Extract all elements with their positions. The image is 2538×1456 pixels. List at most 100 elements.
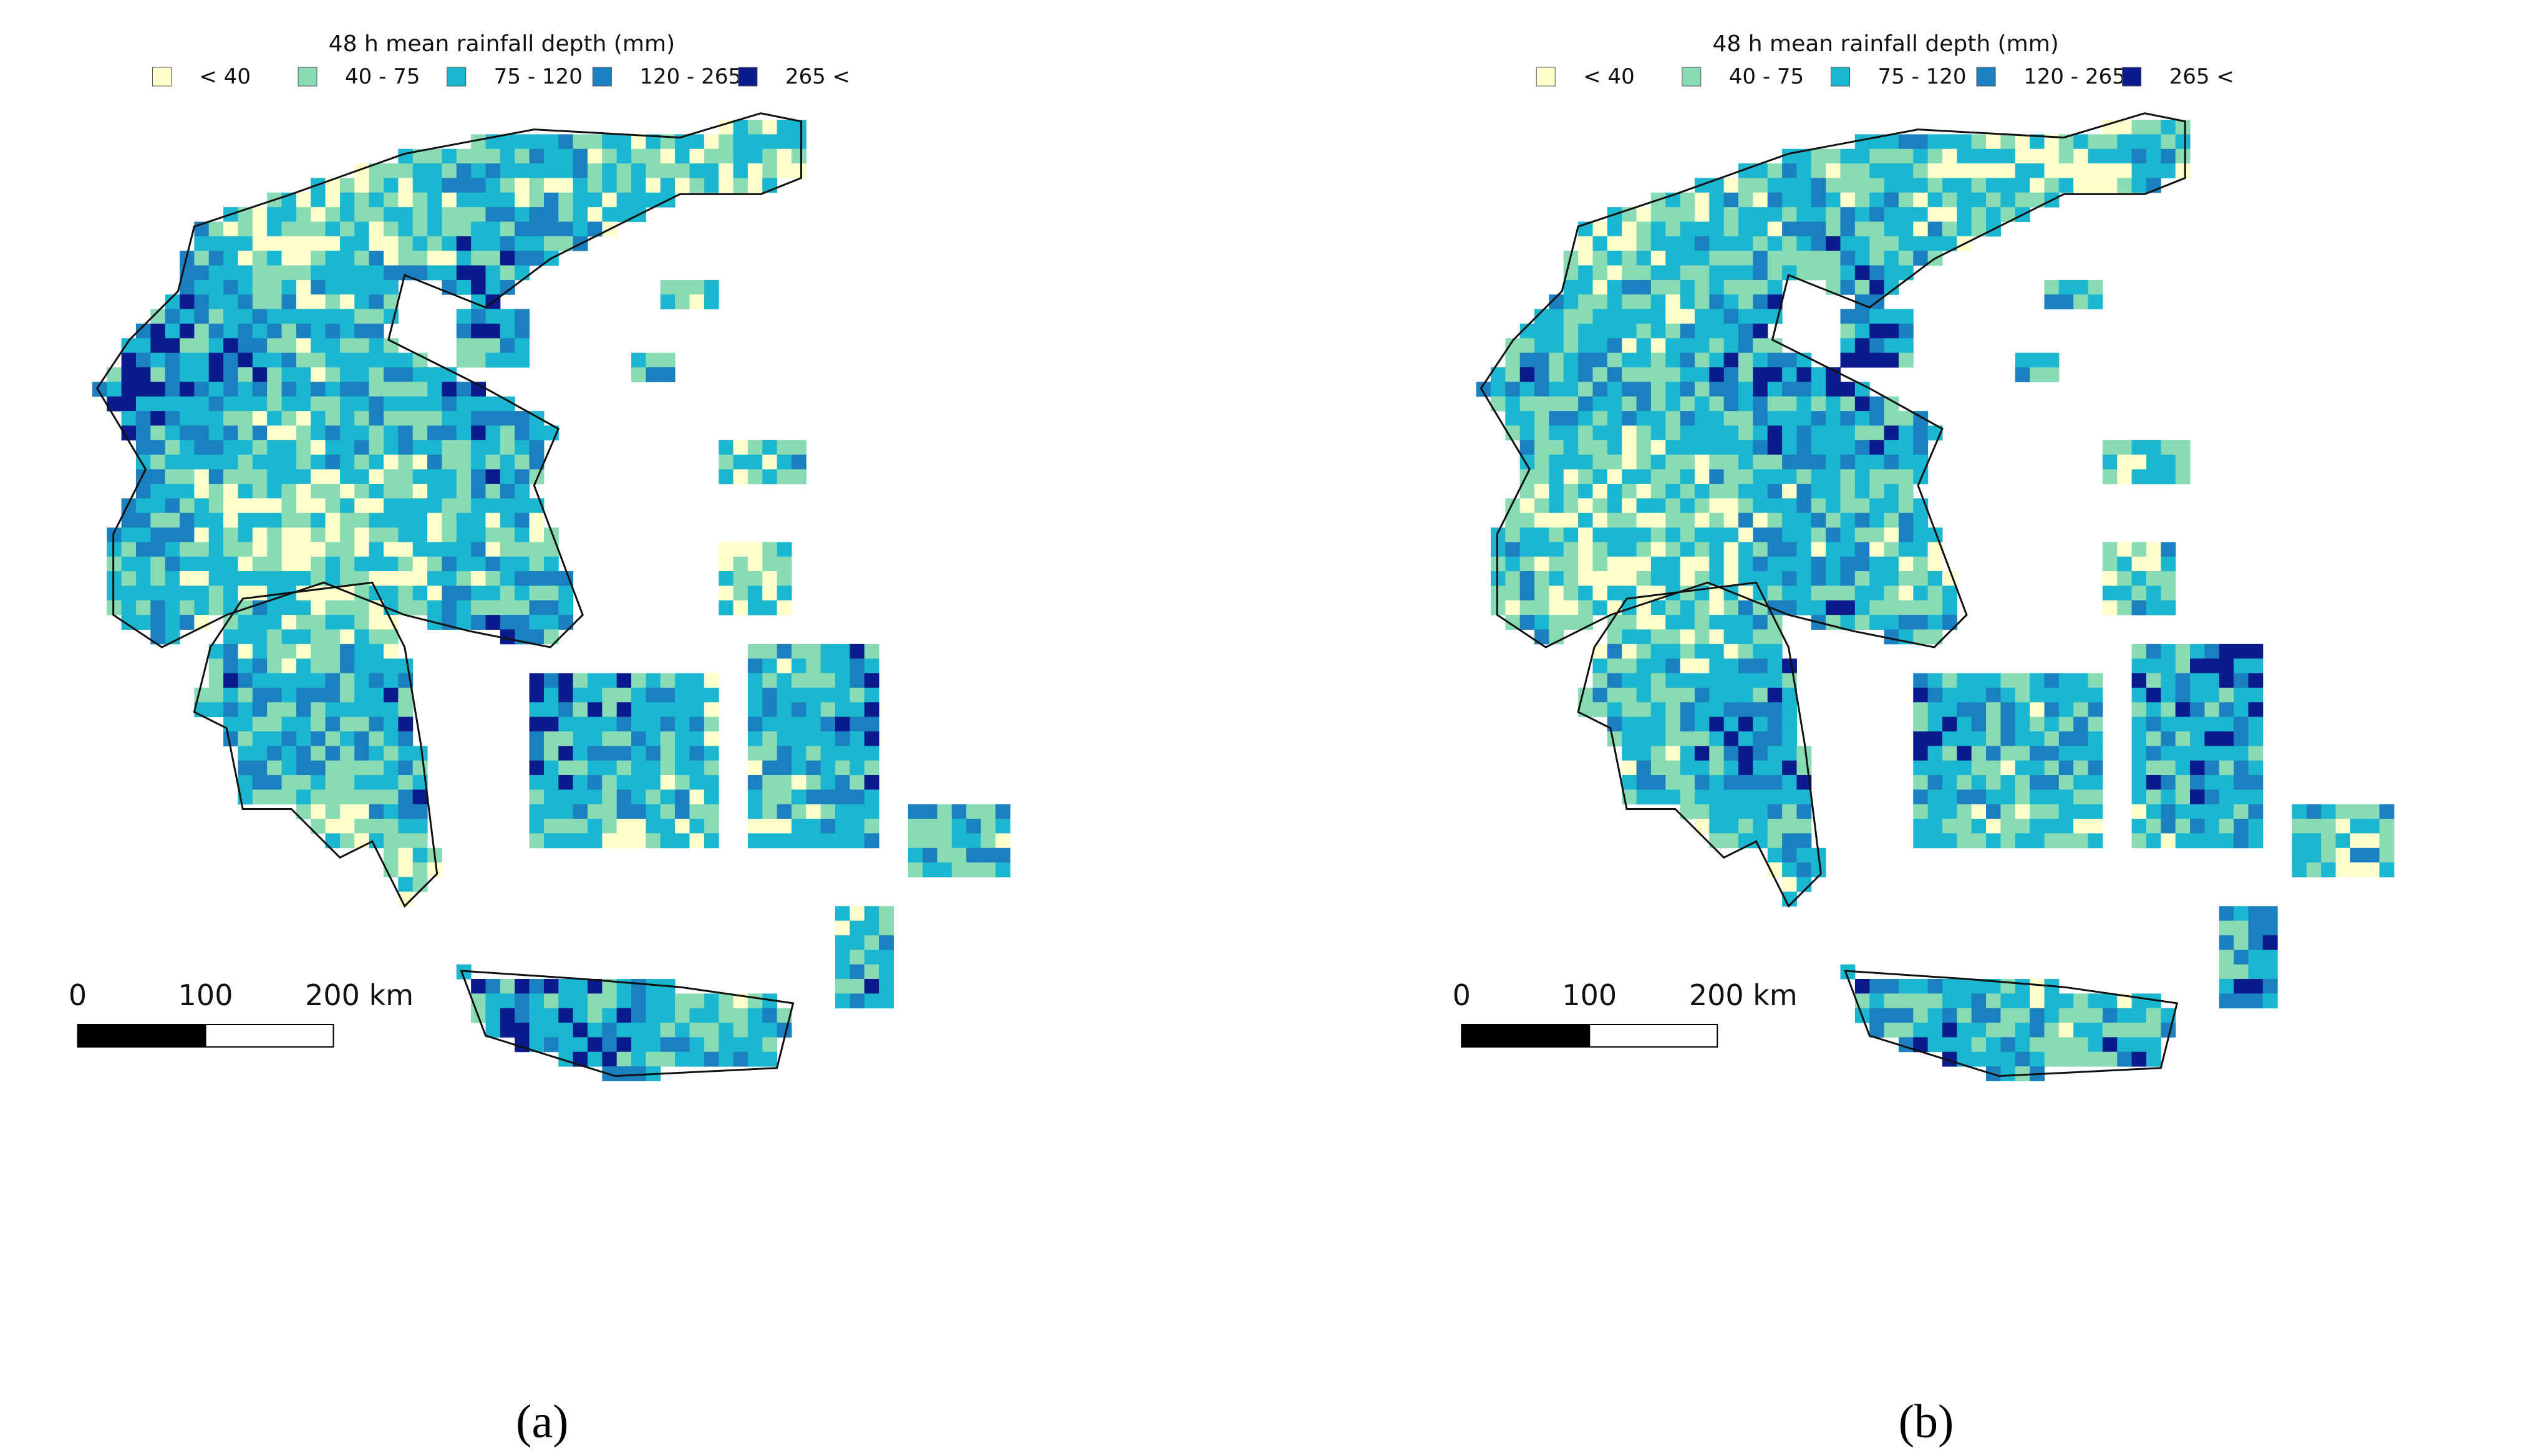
map-cell [558, 731, 574, 746]
map-cell [850, 702, 865, 718]
map-cell [1884, 207, 1899, 223]
map-cell [412, 469, 428, 485]
map-cell [398, 411, 414, 426]
map-cell [1898, 221, 1914, 237]
map-cell [1942, 207, 1957, 223]
map-cell [733, 1037, 748, 1053]
map-cell [2030, 192, 2045, 208]
map-cell [2248, 964, 2264, 980]
map-cell [325, 716, 341, 732]
map-cell [1854, 396, 1870, 412]
map-cell [471, 513, 486, 528]
map-cell [339, 469, 355, 485]
map-cell [1957, 163, 1972, 178]
map-cell [1665, 469, 1681, 485]
map-cell [1622, 352, 1637, 368]
map-cell [820, 775, 836, 790]
map-cell [1694, 513, 1710, 528]
map-cell [1490, 586, 1506, 601]
legend-title: 48 h mean rainfall depth (mm) [1712, 31, 2058, 57]
map-cell [1694, 382, 1710, 397]
map-cell [1927, 556, 1943, 572]
map-cell [1709, 615, 1725, 630]
map-cell [806, 819, 821, 834]
map-cell [471, 352, 486, 368]
map-cell [456, 178, 472, 193]
map-cell [1927, 134, 1943, 150]
map-cell [325, 178, 341, 193]
map-cell [1796, 382, 1812, 397]
map-cell [1723, 411, 1739, 426]
map-cell [2131, 600, 2147, 615]
map-cell [1913, 236, 1929, 251]
map-cell [1782, 687, 1797, 703]
map-cell [1709, 527, 1725, 542]
map-cell [2073, 673, 2089, 688]
map-cell [1650, 629, 1666, 645]
map-cell [1636, 556, 1652, 572]
map-cell [1578, 265, 1593, 281]
map-cell [1840, 192, 1856, 208]
map-cell [485, 221, 501, 237]
map-cell [369, 527, 384, 542]
map-cell [631, 1008, 646, 1023]
map-cell [485, 411, 501, 426]
map-cell [1942, 731, 1957, 746]
map-cell [1898, 993, 1914, 1009]
map-cell [238, 513, 253, 528]
map-cell [2073, 702, 2089, 718]
map-cell [1796, 207, 1812, 223]
map-cell [354, 382, 370, 397]
map-cell [558, 615, 574, 630]
map-cell [1738, 367, 1753, 382]
map-cell [427, 192, 442, 208]
map-cell [1753, 716, 1768, 732]
map-cell [733, 469, 748, 485]
map-cell [1811, 483, 1826, 499]
map-cell [1694, 789, 1710, 805]
map-cell [806, 833, 821, 849]
map-cell [471, 236, 486, 251]
map-cell [1622, 746, 1637, 761]
map-cell [2161, 760, 2176, 776]
map-cell [281, 644, 297, 659]
map-cell [1854, 178, 1870, 193]
map-cell [2058, 1008, 2074, 1023]
map-cell [2146, 1023, 2161, 1038]
map-cell [2161, 556, 2176, 572]
map-cell [1796, 862, 1812, 877]
map-cell [500, 469, 515, 485]
map-cell [981, 862, 996, 877]
map-cell [252, 251, 268, 266]
map-cell [675, 148, 690, 164]
map-cell [311, 324, 326, 339]
map-cell [2146, 716, 2161, 732]
map-cell [2234, 658, 2249, 674]
map-cell [1563, 309, 1579, 324]
map-cell [2000, 716, 2016, 732]
map-cell [2030, 673, 2045, 688]
map-cell [1723, 236, 1739, 251]
map-cell [1592, 498, 1608, 514]
map-cell [2000, 192, 2016, 208]
map-cell [529, 527, 545, 542]
map-cell [1680, 294, 1695, 310]
map-cell [704, 1037, 719, 1053]
map-cell [1665, 309, 1681, 324]
map-cell [762, 833, 778, 849]
map-cell [2175, 644, 2191, 659]
map-cell [1505, 513, 1521, 528]
map-cell [180, 324, 195, 339]
map-cell [1782, 731, 1797, 746]
map-cell [1811, 513, 1826, 528]
map-cell [2030, 367, 2045, 382]
map-cell [296, 324, 311, 339]
map-cell [339, 221, 355, 237]
map-cell [485, 207, 501, 223]
map-cell [1811, 862, 1826, 877]
map-cell [777, 455, 792, 470]
map-cell [500, 1023, 515, 1038]
map-cell [1869, 265, 1885, 281]
map-cell [485, 1023, 501, 1038]
map-cell [864, 935, 879, 950]
